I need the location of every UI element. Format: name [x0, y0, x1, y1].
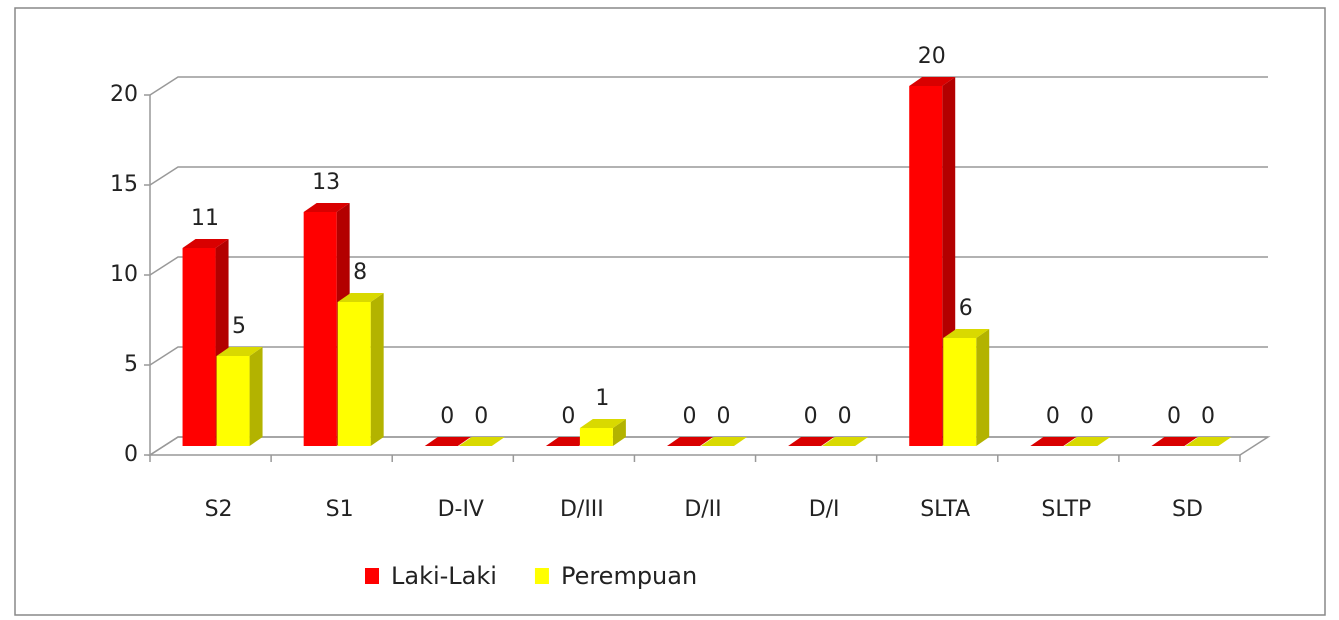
- chart-border: [14, 7, 1326, 616]
- x-tick-label: D-IV: [438, 497, 484, 522]
- data-label: 0: [838, 404, 852, 429]
- x-tick-label: S1: [326, 497, 354, 522]
- data-label: 0: [717, 404, 731, 429]
- bar-top: [701, 437, 747, 446]
- legend-label: Laki-Laki: [391, 562, 497, 590]
- data-label: 0: [474, 404, 488, 429]
- data-label: 11: [191, 206, 219, 231]
- data-label: 13: [312, 170, 340, 195]
- legend-swatch: [365, 568, 379, 584]
- bar-top: [1185, 437, 1232, 446]
- bar: [1185, 437, 1232, 446]
- grid-line: [149, 256, 1268, 276]
- bar: [1030, 437, 1077, 446]
- grid-line: [149, 436, 1268, 456]
- bar-top: [1151, 437, 1198, 446]
- bar: [667, 437, 713, 446]
- bar-top: [182, 239, 229, 248]
- bar: [216, 347, 263, 446]
- bar-front: [579, 428, 613, 446]
- grid-line: [149, 76, 1268, 96]
- data-label: 20: [918, 44, 946, 69]
- x-tick-label: D/III: [560, 497, 604, 522]
- bar: [424, 437, 471, 446]
- data-label: 0: [1046, 404, 1060, 429]
- x-tick-label: D/II: [684, 497, 721, 522]
- bar-front: [337, 302, 371, 446]
- bar-top: [216, 347, 263, 356]
- bar-front: [943, 338, 977, 446]
- data-label: 0: [561, 404, 575, 429]
- data-label: 8: [353, 260, 367, 285]
- y-tick-label: 20: [110, 82, 138, 107]
- y-tick-label: 10: [110, 262, 138, 287]
- bar-side: [976, 329, 990, 446]
- bar-front: [182, 248, 216, 446]
- x-tick-label: SD: [1172, 497, 1203, 522]
- bar: [337, 293, 384, 446]
- x-tick-label: SLTA: [920, 497, 970, 522]
- bar: [458, 437, 505, 446]
- bar-top: [303, 203, 350, 212]
- data-label: 0: [440, 404, 454, 429]
- grid-line: [149, 166, 1268, 186]
- legend-label: Perempuan: [561, 562, 697, 590]
- bar: [701, 437, 747, 446]
- y-tick-label: 0: [124, 442, 138, 467]
- y-tick-label: 15: [110, 172, 138, 197]
- bar: [1064, 437, 1111, 446]
- bar-top: [667, 437, 713, 446]
- data-label: 0: [1080, 404, 1094, 429]
- bar-side: [249, 347, 263, 446]
- bar: [943, 329, 990, 446]
- data-label: 1: [595, 386, 609, 411]
- legend-swatch: [534, 568, 549, 584]
- bar: [1151, 437, 1198, 446]
- bar-top: [458, 437, 505, 446]
- x-tick-label: D/I: [809, 497, 840, 522]
- bar: [788, 437, 835, 446]
- data-label: 0: [683, 404, 697, 429]
- bar-top: [822, 437, 869, 446]
- bar-front: [216, 356, 250, 446]
- bar-top: [909, 77, 956, 86]
- bar-front: [303, 212, 337, 446]
- data-label: 0: [804, 404, 818, 429]
- data-label: 0: [1201, 404, 1215, 429]
- data-label: 0: [1167, 404, 1181, 429]
- bar-side: [370, 293, 384, 446]
- bar: [822, 437, 869, 446]
- bar-top: [788, 437, 835, 446]
- bar-top: [337, 293, 384, 302]
- bar-front: [909, 86, 943, 446]
- bar: [579, 419, 626, 446]
- bar-top: [1030, 437, 1077, 446]
- bar-top: [1064, 437, 1111, 446]
- grid-line: [149, 346, 1268, 366]
- bar-top: [424, 437, 471, 446]
- data-label: 5: [232, 314, 246, 339]
- bar-top: [943, 329, 990, 338]
- y-tick-label: 5: [124, 352, 138, 377]
- x-tick-label: S2: [205, 497, 233, 522]
- x-tick-label: SLTP: [1041, 497, 1091, 522]
- data-label: 6: [959, 296, 973, 321]
- bar-top: [579, 419, 626, 428]
